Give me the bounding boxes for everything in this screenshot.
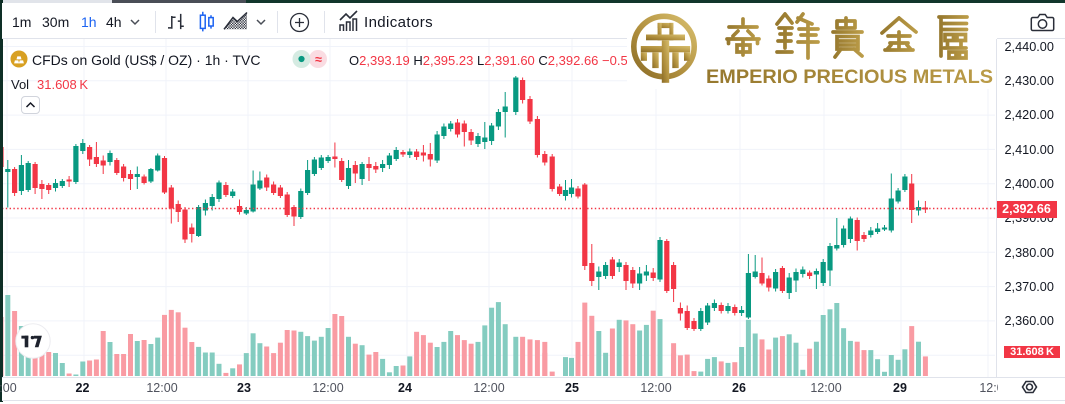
svg-text:EMPERIO PRECIOUS METALS: EMPERIO PRECIOUS METALS (706, 66, 993, 88)
svg-text:≈: ≈ (315, 52, 322, 66)
